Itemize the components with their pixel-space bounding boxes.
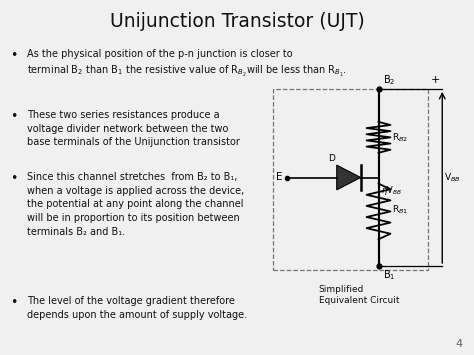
Text: •: • — [10, 110, 18, 123]
Text: Unijunction Transistor (UJT): Unijunction Transistor (UJT) — [109, 12, 365, 32]
Polygon shape — [337, 165, 361, 190]
Text: •: • — [10, 49, 18, 62]
Text: E: E — [276, 173, 283, 182]
Text: The level of the voltage gradient therefore
depends upon the amount of supply vo: The level of the voltage gradient theref… — [27, 296, 247, 320]
Text: •: • — [10, 296, 18, 310]
Text: These two series resistances produce a
voltage divider network between the two
b: These two series resistances produce a v… — [27, 110, 240, 147]
Text: As the physical position of the p-n junction is closer to
terminal B$_2$ than B$: As the physical position of the p-n junc… — [27, 49, 347, 78]
Text: B$_1$: B$_1$ — [383, 268, 395, 282]
Text: $\eta$V$_{BB}$: $\eta$V$_{BB}$ — [381, 184, 401, 197]
Text: R$_{B1}$: R$_{B1}$ — [392, 203, 409, 216]
Text: Simplified
Equivalent Circuit: Simplified Equivalent Circuit — [319, 285, 399, 305]
Text: Since this channel stretches  from B₂ to B₁,
when a voltage is applied across th: Since this channel stretches from B₂ to … — [27, 172, 245, 236]
Text: V$_{BB}$: V$_{BB}$ — [444, 171, 461, 184]
Text: D: D — [328, 154, 335, 163]
Text: •: • — [10, 172, 18, 185]
Text: B$_2$: B$_2$ — [383, 73, 395, 87]
Text: +: + — [431, 75, 440, 85]
Text: R$_{B2}$: R$_{B2}$ — [392, 131, 409, 144]
Text: 4: 4 — [455, 339, 462, 349]
